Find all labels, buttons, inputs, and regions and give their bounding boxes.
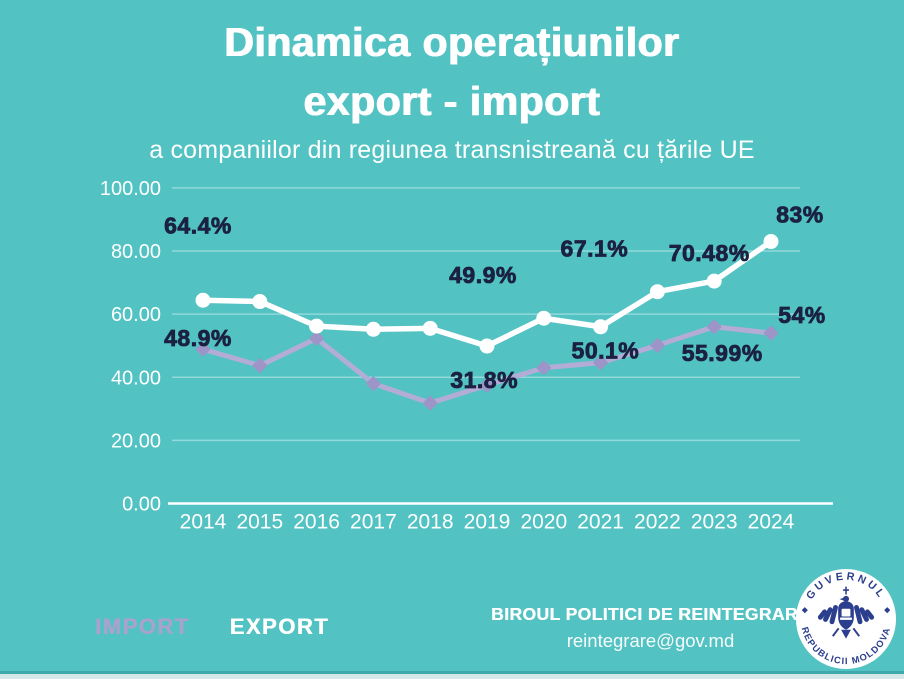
import-data-point-2017 <box>366 376 381 391</box>
x-axis-tick-label-2019: 2019 <box>464 511 511 534</box>
import-data-point-2021 <box>593 355 608 370</box>
page-title-line2: export - import <box>303 78 601 124</box>
footer-email: reintegrare@gov.md <box>566 630 735 651</box>
footer-organization: BIROUL POLITICI DE REINTEGRARE <box>491 604 810 624</box>
y-axis-tick-label: 40.00 <box>111 367 161 389</box>
x-axis-tick-label-2015: 2015 <box>236 511 283 534</box>
x-axis-tick-label-2024: 2024 <box>748 511 795 534</box>
export-data-point-2018 <box>422 320 438 336</box>
y-axis-tick-label: 60.00 <box>111 304 161 326</box>
data-label-import-2024: 54% <box>778 302 826 328</box>
data-label-import-2023: 55.99% <box>682 340 763 366</box>
import-data-point-2016 <box>309 331 324 346</box>
legend-item-export: EXPORT <box>229 614 330 639</box>
bottom-border-light <box>0 674 904 679</box>
import-data-point-2015 <box>252 358 267 373</box>
x-axis-tick-label-2018: 2018 <box>407 511 454 534</box>
export-data-point-2020 <box>536 310 552 326</box>
export-data-point-2017 <box>365 321 381 337</box>
title-block: Dinamica operațiunilor export - import a… <box>0 13 904 165</box>
government-seal: GUVERNUL REPUBLICII MOLDOVA <box>795 568 897 670</box>
export-data-point-2016 <box>309 318 325 334</box>
export-data-point-2021 <box>593 319 609 335</box>
y-axis-tick-label: 80.00 <box>111 241 161 263</box>
x-axis-tick-label-2016: 2016 <box>293 511 340 534</box>
x-axis-tick-label-2021: 2021 <box>577 511 624 534</box>
data-label-import-2018: 31.8% <box>450 367 518 393</box>
export-data-point-2014 <box>195 292 211 308</box>
export-data-point-2024 <box>763 234 779 250</box>
y-axis-tick-label: 100.00 <box>100 178 161 200</box>
data-label-export-2024: 83% <box>776 202 824 228</box>
x-axis-tick-label-2023: 2023 <box>691 511 738 534</box>
data-label-export-2014: 64.4% <box>164 212 232 238</box>
export-data-point-2022 <box>649 284 665 300</box>
data-label-import-2014: 48.9% <box>164 325 232 351</box>
export-data-point-2023 <box>706 273 722 289</box>
import-data-point-2014 <box>195 342 211 357</box>
legend-item-import: IMPORT <box>95 614 190 639</box>
chart-legend: IMPORT EXPORT <box>95 614 329 640</box>
y-axis-tick-label: 20.00 <box>111 430 161 452</box>
page-subtitle: a companiilor din regiunea transnistrean… <box>149 136 755 164</box>
x-axis-tick-label-2014: 2014 <box>180 511 227 534</box>
data-label-export-2019: 49.9% <box>449 262 517 288</box>
data-label-export-2022: 67.1% <box>561 236 629 262</box>
import-data-point-2020 <box>536 360 551 375</box>
data-label-import-2022: 50.1% <box>572 337 640 363</box>
export-data-point-2015 <box>252 294 268 310</box>
y-axis-tick-label: 0.00 <box>122 494 161 516</box>
import-data-point-2019 <box>479 377 495 393</box>
import-data-point-2018 <box>423 395 438 411</box>
page-title-line1: Dinamica operațiunilor <box>224 19 680 65</box>
x-axis-tick-label-2022: 2022 <box>634 511 681 534</box>
export-data-point-2019 <box>479 338 495 354</box>
data-label-export-2023: 70.48% <box>669 240 750 266</box>
import-data-point-2022 <box>650 338 665 353</box>
x-axis-tick-label-2020: 2020 <box>520 511 567 534</box>
footer: BIROUL POLITICI DE REINTEGRARE reintegra… <box>468 604 833 652</box>
x-axis-tick-label-2017: 2017 <box>350 511 397 534</box>
coat-of-arms-eagle-icon <box>817 586 875 639</box>
bottom-border-dark <box>0 671 904 674</box>
import-data-point-2023 <box>707 319 722 334</box>
import-data-point-2024 <box>763 325 779 341</box>
